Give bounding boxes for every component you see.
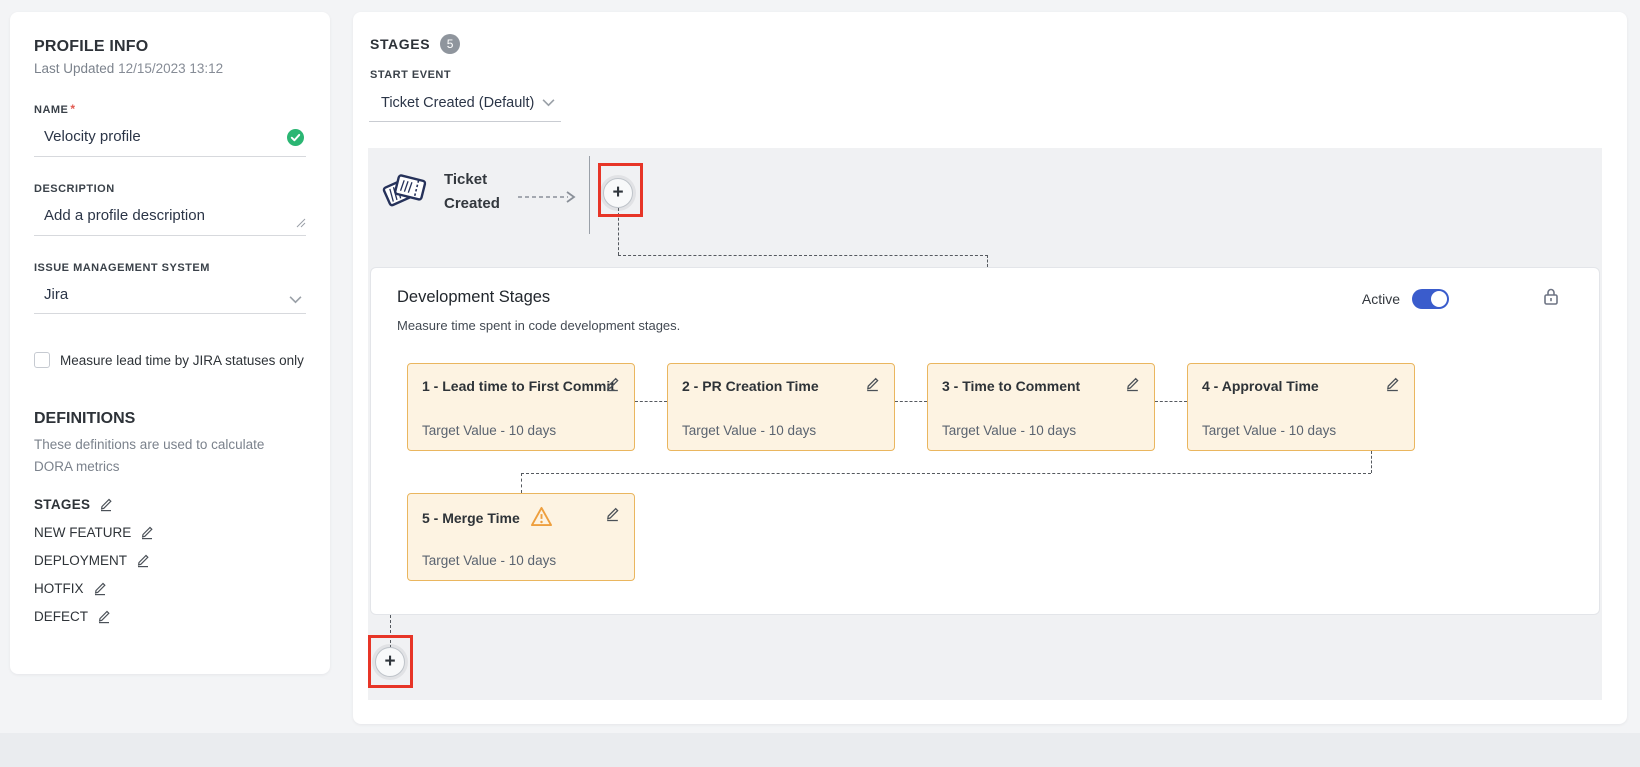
stage-target-value: Target Value - 10 days — [682, 423, 817, 438]
stage-card-3[interactable]: 3 - Time to Comment Target Value - 10 da… — [927, 363, 1155, 451]
edit-stage-icon[interactable] — [1385, 376, 1400, 397]
highlight-box-add-stage-bottom — [368, 635, 413, 688]
edit-stages-icon[interactable] — [99, 497, 113, 512]
connector-line — [635, 401, 667, 402]
definition-label: NEW FEATURE — [34, 524, 132, 540]
definitions-description: These definitions are used to calculate … — [34, 437, 265, 475]
connector-line — [618, 255, 988, 256]
page-footer-strip — [0, 733, 1640, 767]
name-label: NAME * — [34, 102, 306, 116]
start-node-label: Ticket Created — [444, 171, 500, 212]
required-asterisk: * — [70, 102, 76, 116]
group-subtitle: Measure time spent in code development s… — [397, 318, 681, 333]
stage-title: 2 - PR Creation Time — [682, 378, 819, 394]
name-label-text: NAME — [34, 104, 69, 116]
name-field — [34, 118, 306, 157]
edit-defect-icon[interactable] — [97, 609, 111, 624]
connector-line — [618, 208, 619, 255]
chevron-down-icon — [542, 95, 555, 111]
connector-line — [390, 615, 391, 648]
edit-stage-icon[interactable] — [865, 376, 880, 397]
warning-icon — [530, 506, 553, 532]
issue-management-system-value: Jira — [44, 286, 69, 303]
edit-deployment-icon[interactable] — [136, 553, 150, 568]
ticket-icon — [380, 166, 428, 219]
resize-handle-icon[interactable] — [296, 215, 306, 233]
stages-header: STAGES 5 — [370, 34, 1627, 54]
stages-count-badge: 5 — [440, 34, 461, 54]
edit-stage-icon[interactable] — [1125, 376, 1140, 397]
active-label: Active — [1361, 291, 1400, 307]
stage-target-value: Target Value - 10 days — [422, 423, 557, 438]
dashed-arrow-icon — [518, 190, 582, 209]
workflow-canvas: Ticket Created + Development Stages Meas… — [368, 148, 1602, 700]
last-updated-label: Last Updated — [34, 61, 115, 76]
edit-new-feature-icon[interactable] — [140, 525, 154, 540]
stage-title: 5 - Merge Time — [422, 510, 520, 527]
stage-title: 1 - Lead time to First Commit — [422, 378, 615, 394]
stage-target-value: Target Value - 10 days — [942, 423, 1077, 438]
jira-statuses-checkbox[interactable] — [34, 352, 50, 368]
stage-title: 4 - Approval Time — [1202, 378, 1319, 394]
definition-label: HOTFIX — [34, 580, 84, 596]
stage-card-5[interactable]: 5 - Merge Time Target Value - 10 days — [407, 493, 635, 581]
add-stage-button-bottom[interactable]: + — [375, 647, 405, 677]
definitions-title: DEFINITIONS — [34, 410, 136, 427]
definition-label: DEFECT — [34, 608, 88, 624]
active-toggle[interactable] — [1412, 289, 1449, 309]
start-event-label: START EVENT — [370, 69, 452, 81]
connector-line — [521, 473, 1371, 474]
active-toggle-row: Active — [1362, 289, 1449, 309]
stage-target-value: Target Value - 10 days — [1202, 423, 1337, 438]
edit-stage-icon[interactable] — [605, 506, 620, 527]
start-event-select[interactable]: Ticket Created (Default) — [369, 87, 561, 122]
description-label: DESCRIPTION — [34, 183, 115, 195]
start-event-value: Ticket Created (Default) — [381, 95, 535, 111]
add-stage-button-top[interactable]: + — [603, 178, 633, 208]
stages-panel: STAGES 5 START EVENT Ticket Created (Def… — [353, 12, 1627, 724]
chevron-down-icon — [289, 291, 302, 308]
development-stages-card: Development Stages Measure time spent in… — [370, 267, 1600, 615]
definition-label: DEPLOYMENT — [34, 552, 128, 568]
jira-statuses-checkbox-label: Measure lead time by JIRA statuses only — [60, 352, 304, 368]
stage-card-2[interactable]: 2 - PR Creation Time Target Value - 10 d… — [667, 363, 895, 451]
description-field — [34, 197, 306, 236]
stage-title: 3 - Time to Comment — [942, 378, 1081, 394]
definition-row-hotfix: HOTFIX — [34, 581, 306, 596]
lock-icon[interactable] — [1543, 287, 1559, 312]
last-updated: Last Updated 12/15/2023 13:12 — [34, 61, 306, 76]
stages-title: STAGES — [370, 36, 431, 52]
definition-row-deployment: DEPLOYMENT — [34, 553, 306, 568]
name-input[interactable] — [44, 128, 280, 145]
stage-card-1[interactable]: 1 - Lead time to First Commit Target Val… — [407, 363, 635, 451]
description-input[interactable] — [44, 207, 280, 224]
last-updated-value: 12/15/2023 13:12 — [118, 61, 224, 76]
edit-stage-icon[interactable] — [605, 376, 620, 397]
edit-hotfix-icon[interactable] — [93, 581, 107, 596]
definition-row-defect: DEFECT — [34, 609, 306, 624]
lead-time-checkbox-row: Measure lead time by JIRA statuses only — [34, 352, 306, 368]
issue-management-system-label: ISSUE MANAGEMENT SYSTEM — [34, 262, 210, 274]
issue-management-system-select[interactable]: Jira — [34, 276, 306, 314]
profile-info-panel: PROFILE INFO Last Updated 12/15/2023 13:… — [10, 12, 330, 674]
start-node-ticket-created: Ticket Created — [380, 166, 508, 219]
toggle-knob — [1431, 291, 1447, 307]
profile-info-title: PROFILE INFO — [34, 38, 149, 55]
valid-check-icon — [287, 129, 304, 146]
connector-line — [895, 401, 927, 402]
definition-row-new-feature: NEW FEATURE — [34, 525, 306, 540]
connector-line — [1371, 451, 1372, 473]
definition-row-stages: STAGES — [34, 497, 306, 512]
highlight-box-add-stage-top — [598, 163, 643, 217]
definitions-list: STAGES NEW FEATURE DEPLOYMENT HOTFIX DEF… — [34, 497, 306, 624]
connector-line — [1155, 401, 1187, 402]
stage-card-4[interactable]: 4 - Approval Time Target Value - 10 days — [1187, 363, 1415, 451]
connector-line — [521, 473, 522, 493]
divider-line — [589, 156, 590, 234]
group-title: Development Stages — [397, 288, 551, 306]
definition-label: STAGES — [34, 496, 91, 512]
stage-target-value: Target Value - 10 days — [422, 553, 557, 568]
connector-line — [987, 255, 988, 267]
